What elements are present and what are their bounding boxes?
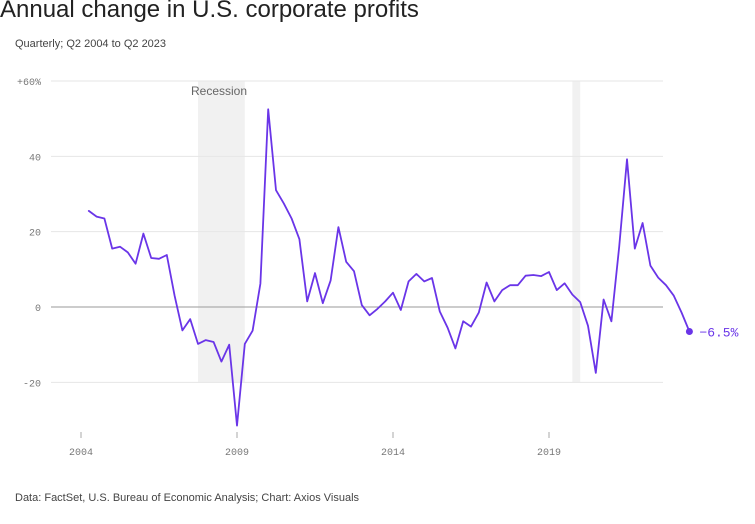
chart-source: Data: FactSet, U.S. Bureau of Economic A… [15,492,360,504]
x-tick-label: 2009 [225,448,249,459]
chart-title: Annual change in U.S. corporate profits [0,0,419,23]
x-tick-label: 2014 [381,448,405,459]
y-axis-ticks: +60% 40 20 0 -20 [17,78,41,390]
x-tick-label: 2019 [537,448,561,459]
gridlines [51,80,663,383]
y-tick-label: +60% [17,78,41,89]
chart-subtitle: Quarterly; Q2 2004 to Q2 2023 [15,38,167,50]
series-layer: −6.5% [87,108,739,427]
y-tick-label: 40 [29,153,41,164]
series-line [87,108,691,427]
end-point [685,327,693,335]
recession-label: Recession [191,84,247,98]
end-value-label: −6.5% [699,325,738,340]
y-tick-label: 20 [29,229,41,240]
y-tick-label: 0 [35,304,41,315]
x-axis-ticks: 2004 2009 2014 2019 [69,432,561,459]
x-tick-label: 2004 [69,448,93,459]
y-tick-label: -20 [23,379,41,390]
